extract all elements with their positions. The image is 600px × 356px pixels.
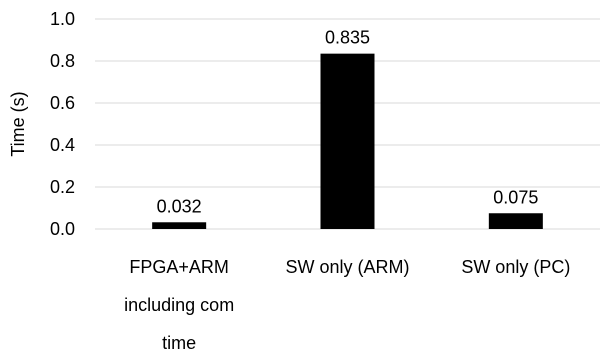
- data-label: 0.032: [157, 196, 202, 216]
- x-category-label: including com: [124, 295, 234, 315]
- x-category-label: time: [162, 333, 196, 353]
- data-label: 0.075: [493, 187, 538, 207]
- x-category-label: SW only (PC): [461, 257, 570, 277]
- y-tick-label: 0.2: [50, 177, 75, 197]
- x-axis-labels: FPGA+ARM including com time SW only (ARM) SW…: [124, 257, 570, 353]
- data-label: 0.835: [325, 28, 370, 48]
- x-category-label: FPGA+ARM: [129, 257, 229, 277]
- y-axis-ticks: 0.0 0.2 0.4 0.6 0.8 1.0: [50, 9, 75, 239]
- bar: [488, 213, 543, 229]
- bar: [320, 53, 375, 230]
- bars: [152, 53, 543, 230]
- y-tick-label: 0.6: [50, 93, 75, 113]
- data-labels: 0.032 0.835 0.075: [157, 28, 539, 217]
- bar: [152, 222, 207, 229]
- y-axis-title: Time (s): [8, 91, 28, 156]
- y-tick-label: 0.4: [50, 135, 75, 155]
- x-category-label: SW only (ARM): [285, 257, 409, 277]
- y-tick-label: 0.0: [50, 219, 75, 239]
- y-tick-label: 0.8: [50, 51, 75, 71]
- y-tick-label: 1.0: [50, 9, 75, 29]
